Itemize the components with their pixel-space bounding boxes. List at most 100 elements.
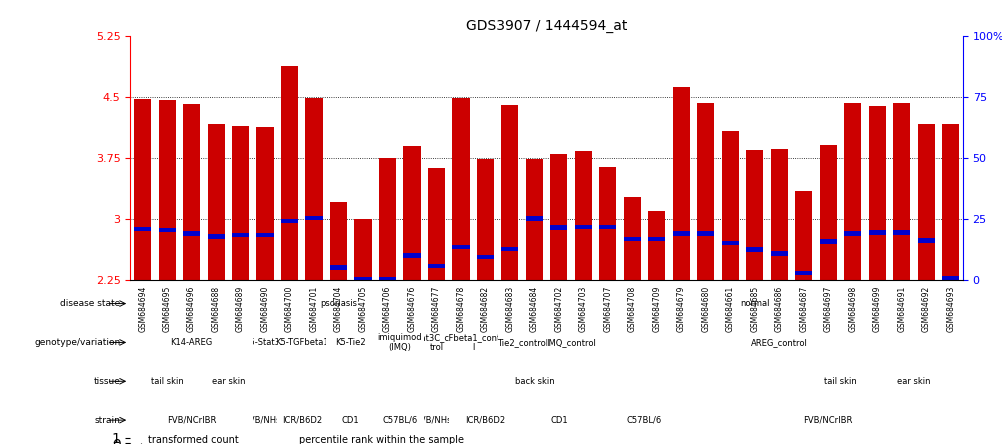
Text: Stat3C_con
trol: Stat3C_con trol [412,333,460,352]
Text: imiquimod
(IMQ): imiquimod (IMQ) [377,333,422,352]
Text: C57BL/6: C57BL/6 [382,416,417,424]
Bar [574,151,591,280]
Bar [647,237,664,241]
Text: disease state: disease state [60,299,120,308]
Text: CD1: CD1 [342,416,359,424]
Bar [550,155,567,280]
Title: GDS3907 / 1444594_at: GDS3907 / 1444594_at [466,19,626,33]
Text: back skin: back skin [514,377,554,386]
Bar [795,191,812,280]
Bar [231,233,248,237]
Bar [231,126,248,280]
Bar [721,131,738,280]
Text: ear skin: ear skin [896,377,930,386]
Bar [403,146,420,280]
Bar [892,103,910,280]
Text: IMQ_control: IMQ_control [546,338,595,347]
Bar [330,202,347,280]
Text: TGFbeta1_contro
l: TGFbeta1_contro l [437,333,509,352]
Text: normal: normal [739,299,769,308]
Bar [795,271,812,275]
Text: FVB/NCrIBR: FVB/NCrIBR [803,416,852,424]
Bar [403,253,420,258]
Bar [844,231,861,236]
Bar [476,255,494,259]
Bar [452,245,469,250]
Bar [207,234,224,239]
Bar [134,227,151,231]
Bar [525,159,542,280]
Bar [892,230,910,235]
Bar [379,159,396,280]
Bar [941,124,958,280]
Text: FVB/NHsd: FVB/NHsd [415,416,457,424]
Bar [598,167,616,280]
Bar [257,233,274,237]
Bar [550,226,567,230]
Text: strain: strain [94,416,120,424]
Bar [721,241,738,246]
Bar [917,124,934,280]
Text: Tie2_control: Tie2_control [496,338,547,347]
Bar [745,151,763,280]
Text: ear skin: ear skin [211,377,244,386]
Text: K5-TGFbeta1: K5-TGFbeta1 [275,338,329,347]
Bar [770,149,787,280]
Bar [623,197,640,280]
Text: transformed count: transformed count [148,436,238,444]
Bar [672,231,689,236]
Bar [158,228,175,232]
Bar [257,127,274,280]
Bar [917,238,934,243]
Bar [501,105,518,280]
Bar [330,265,347,270]
Text: tail skin: tail skin [824,377,856,386]
Bar [844,103,861,280]
Bar [647,211,664,280]
Text: genotype/variation: genotype/variation [34,338,120,347]
Bar [182,104,200,280]
Bar [134,99,151,280]
Bar [819,146,836,280]
Bar [428,168,445,280]
Bar [354,219,371,280]
Bar [281,67,298,280]
Text: ICR/B6D2: ICR/B6D2 [465,416,505,424]
Text: K14-AREG: K14-AREG [170,338,212,347]
Text: tail skin: tail skin [150,377,183,386]
Bar [770,251,787,256]
Text: C57BL/6: C57BL/6 [626,416,661,424]
Bar [696,103,713,280]
Bar [281,219,298,223]
Bar [745,247,763,252]
Bar [623,237,640,241]
Bar [941,276,958,280]
Bar [428,264,445,268]
Text: AREG_control: AREG_control [750,338,807,347]
Text: CD1: CD1 [549,416,567,424]
Text: percentile rank within the sample: percentile rank within the sample [299,436,464,444]
Text: FVB/NCrIBR: FVB/NCrIBR [166,416,216,424]
Bar [306,216,323,220]
Bar [819,239,836,244]
Bar [574,225,591,229]
Text: FVB/NHsd: FVB/NHsd [243,416,286,424]
Bar [501,246,518,251]
Bar [672,87,689,280]
Bar [306,98,323,280]
Bar [182,231,200,236]
Bar [158,100,175,280]
Text: tissue: tissue [93,377,120,386]
Bar [696,231,713,236]
Bar [525,216,542,221]
Bar [476,159,494,280]
Text: K5-Tie2: K5-Tie2 [335,338,366,347]
Bar [379,278,396,282]
Bar [207,124,224,280]
Bar [868,107,885,280]
Bar [868,230,885,235]
Text: psoriasis: psoriasis [320,299,357,308]
Text: K5-Stat3C: K5-Stat3C [243,338,286,347]
Text: ICR/B6D2: ICR/B6D2 [282,416,322,424]
Bar [452,98,469,280]
